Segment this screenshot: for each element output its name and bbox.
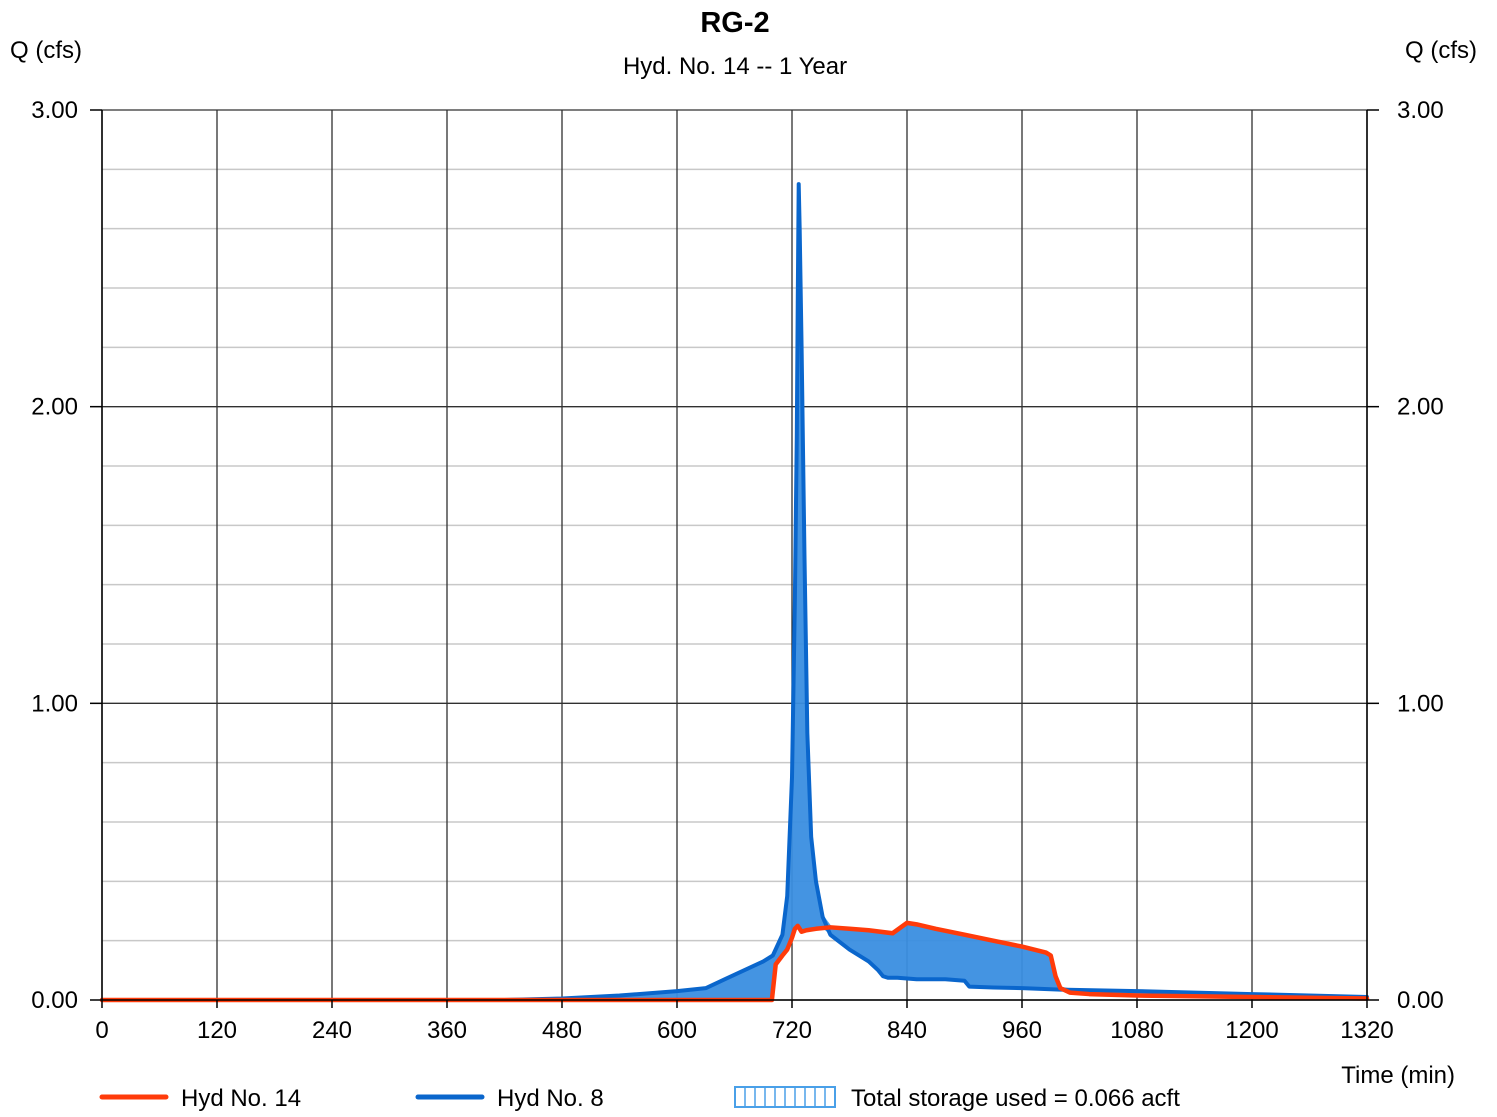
x-tick-label: 240 bbox=[312, 1017, 352, 1044]
x-tick-label: 960 bbox=[1002, 1017, 1042, 1044]
y-tick-label-left: 0.00 bbox=[31, 987, 78, 1014]
x-tick-label: 1080 bbox=[1110, 1017, 1163, 1044]
storage-layer bbox=[102, 184, 1368, 1002]
x-tick-label: 600 bbox=[657, 1017, 697, 1044]
y-tick-label-left: 2.00 bbox=[31, 394, 78, 421]
storage-edge bbox=[102, 184, 1368, 1002]
y-axis-label-left: Q (cfs) bbox=[10, 37, 82, 64]
legend-label-hyd-8: Hyd No. 8 bbox=[497, 1085, 604, 1112]
y-tick-label-left: 1.00 bbox=[31, 690, 78, 717]
x-tick-label: 480 bbox=[542, 1017, 582, 1044]
chart-subtitle: Hyd. No. 14 -- 1 Year bbox=[623, 53, 847, 80]
y-tick-label-right: 3.00 bbox=[1397, 97, 1444, 124]
x-tick-label: 120 bbox=[197, 1017, 237, 1044]
legend: Hyd No. 14 Hyd No. 8 Total storage used … bbox=[99, 1085, 1180, 1112]
x-tick-label: 0 bbox=[95, 1017, 108, 1044]
grid-layer bbox=[101, 109, 1368, 1001]
chart-title: RG-2 bbox=[700, 7, 769, 39]
x-tick-label: 360 bbox=[427, 1017, 467, 1044]
y-axis-label-right: Q (cfs) bbox=[1405, 37, 1477, 64]
series-line-hyd-8 bbox=[100, 182, 1369, 1002]
y-tick-label-right: 1.00 bbox=[1397, 690, 1444, 717]
x-tick-label: 1200 bbox=[1225, 1017, 1278, 1044]
x-tick-label: 1320 bbox=[1340, 1017, 1393, 1044]
series-line-hyd-14 bbox=[99, 920, 1370, 1003]
y-tick-label-right: 2.00 bbox=[1397, 394, 1444, 421]
legend-label-hyd-14: Hyd No. 14 bbox=[181, 1085, 301, 1112]
y-tick-label-right: 0.00 bbox=[1397, 987, 1444, 1014]
legend-label-storage: Total storage used = 0.066 acft bbox=[851, 1085, 1180, 1112]
axis-layer: 0.00 0.00 1.00 1.00 2.00 2.00 3.00 3.00 0 120 240 3… bbox=[31, 97, 1443, 1044]
y-tick-label-left: 3.00 bbox=[31, 97, 78, 124]
storage-area bbox=[102, 184, 1367, 1000]
x-tick-label: 720 bbox=[772, 1017, 812, 1044]
x-axis-label: Time (min) bbox=[1341, 1062, 1455, 1089]
x-tick-label: 840 bbox=[887, 1017, 927, 1044]
series-layer bbox=[99, 182, 1370, 1003]
legend-swatch-storage bbox=[734, 1086, 836, 1108]
